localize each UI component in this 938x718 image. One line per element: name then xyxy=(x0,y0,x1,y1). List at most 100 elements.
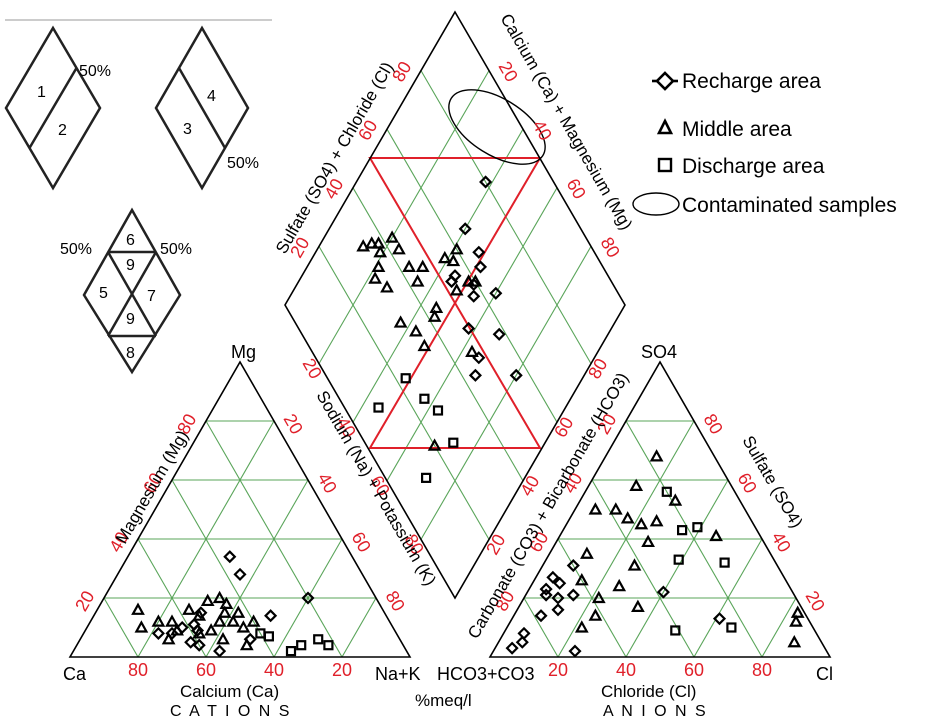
triangle-marker-diamond-15 xyxy=(449,283,464,296)
diamond-marker-diamond-3 xyxy=(492,327,506,341)
triangle-marker-anions-16 xyxy=(627,558,642,571)
triangle-marker-anions-20 xyxy=(634,516,649,530)
legend-contaminated-label: Contaminated samples xyxy=(682,194,897,217)
axis-mg-label: Magnesium (Mg) xyxy=(112,427,192,547)
diamond-marker-cations-4 xyxy=(194,606,208,620)
cations-bottom-tick-80: 80 xyxy=(128,660,148,680)
anions-grid-b-80 xyxy=(761,597,797,658)
triangle-marker-diamond-3 xyxy=(356,239,371,252)
key-bottom-cell-8: 8 xyxy=(126,345,135,362)
triangle-marker-diamond-11 xyxy=(437,250,452,264)
cations-triangle-outline xyxy=(68,360,412,658)
diamond-marker-cations-11 xyxy=(151,626,165,640)
legend-recharge: Recharge area xyxy=(652,70,821,93)
triangle-marker-anions-6 xyxy=(709,528,723,542)
cations-bottom-tick-60: 60 xyxy=(196,660,216,680)
legend-recharge-label: Recharge area xyxy=(682,70,821,93)
key-right-cell-3: 3 xyxy=(183,121,192,138)
cations-left-label: Ca xyxy=(63,664,87,684)
diamond-marker-cations-2 xyxy=(192,638,206,652)
cations-grid-a-60 xyxy=(171,479,275,658)
triangle-marker-anions-9 xyxy=(588,608,603,621)
triangle-marker-diamond-24 xyxy=(427,309,442,322)
diamond-grid-b-80 xyxy=(420,246,592,540)
highlight-lower-triangle xyxy=(368,301,542,449)
triangle-marker-diamond-14 xyxy=(409,324,423,337)
diamond-marker-anions-3 xyxy=(553,576,567,590)
anions-grid-b-40 xyxy=(625,479,729,658)
key-bottom-cell-5: 5 xyxy=(99,285,108,302)
diamond-marker-anions-6 xyxy=(517,626,531,640)
diamond-marker-anions-7 xyxy=(515,635,529,649)
triangle-marker-cations-10 xyxy=(170,623,184,636)
triangle-marker-cations-18 xyxy=(236,620,251,633)
key-diamond-right-divider xyxy=(177,67,227,149)
square-marker-cations-0 xyxy=(313,634,324,645)
key-labels: 1 2 50% 4 3 50% 6 9 5 7 9 8 50% 50% xyxy=(37,63,259,362)
square-marker-diamond-5 xyxy=(421,472,432,483)
cations-grid-a-80 xyxy=(205,420,343,658)
anions-grid-a-20 xyxy=(523,597,559,658)
cations-right-label: Na+K xyxy=(375,664,421,684)
diamond-marker-cations-10 xyxy=(233,567,247,581)
square-marker-anions-2 xyxy=(676,525,688,536)
diamond-marker-diamond-12 xyxy=(445,275,459,289)
key-bottom-pct-left: 50% xyxy=(60,241,92,258)
diamond-marker-cations-7 xyxy=(264,609,278,623)
triangle-marker-cations-13 xyxy=(204,623,218,636)
cations-grid-a-20 xyxy=(103,597,139,658)
cations-title: C A T I O N S xyxy=(170,703,291,718)
diamond-marker-anions-1 xyxy=(539,588,553,602)
diamond-marker-anions-13 xyxy=(534,609,548,623)
triangle-marker-cations-5 xyxy=(216,632,230,645)
axis-cl-label: Chloride (Cl) xyxy=(601,682,696,701)
square-marker-anions-5 xyxy=(670,625,681,636)
cations-right-tick-60: 60 xyxy=(348,528,375,555)
axis-ca-mg-label: Calcium (Ca) + Magnesium (Mg) xyxy=(497,11,637,234)
triangle-marker-diamond-22 xyxy=(380,280,394,293)
triangle-marker-cations-16 xyxy=(217,605,232,618)
square-marker-anions-4 xyxy=(673,554,684,565)
diamond-marker-cations-0 xyxy=(184,635,198,649)
anions-triangle-outline xyxy=(488,360,832,658)
anions-apex-label: SO4 xyxy=(641,342,677,362)
diamond-marker-diamond-7 xyxy=(458,222,472,236)
triangle-marker-cations-9 xyxy=(246,614,261,627)
anions-right-tick-20: 20 xyxy=(802,587,829,614)
diamond-marker-diamond-10 xyxy=(489,286,503,300)
diamond-marker-diamond-2 xyxy=(473,260,488,274)
cations-bottom-tick-40: 40 xyxy=(264,660,284,680)
triangle-marker-anions-12 xyxy=(790,605,805,618)
triangle-marker-cations-8 xyxy=(231,605,246,618)
diamond-marker-anions-8 xyxy=(505,641,519,655)
legend-middle: Middle area xyxy=(656,118,792,141)
anions-left-label: HCO3+CO3 xyxy=(437,664,535,684)
contaminated-ellipse xyxy=(448,89,546,165)
diamond-ur-tick-60: 60 xyxy=(563,175,590,202)
triangle-marker-diamond-7 xyxy=(368,271,382,284)
triangle-marker-cations-2 xyxy=(161,632,176,645)
triangle-marker-diamond-2 xyxy=(371,236,386,249)
triangle-marker-anions-17 xyxy=(588,502,603,515)
key-diamond-left xyxy=(4,25,102,191)
triangle-marker-anions-4 xyxy=(641,534,655,548)
key-diagrams xyxy=(4,25,250,375)
anions-grid-a-40 xyxy=(557,538,627,658)
triangle-marker-diamond-21 xyxy=(427,438,442,451)
triangle-marker-cations-4 xyxy=(192,626,207,639)
key-bottom-cell-9b: 9 xyxy=(126,311,135,328)
cations-right-tick-20: 20 xyxy=(280,410,307,437)
diamond-marker-anions-11 xyxy=(568,644,582,658)
anions-right-label: Cl xyxy=(816,664,833,684)
triangle-marker-icon xyxy=(656,118,674,135)
triangle-marker-cations-7 xyxy=(200,593,215,607)
triangle-marker-diamond-13 xyxy=(393,315,408,328)
triangle-marker-anions-14 xyxy=(574,573,589,586)
cations-apex-label: Mg xyxy=(231,342,256,362)
triangle-marker-cations-17 xyxy=(219,596,234,610)
diamond-marker-anions-12 xyxy=(566,558,580,573)
diamond-marker-anions-10 xyxy=(712,612,727,626)
triangle-marker-anions-7 xyxy=(612,578,627,592)
grid-layer xyxy=(103,70,797,658)
diamond-marker-cations-3 xyxy=(213,644,227,658)
